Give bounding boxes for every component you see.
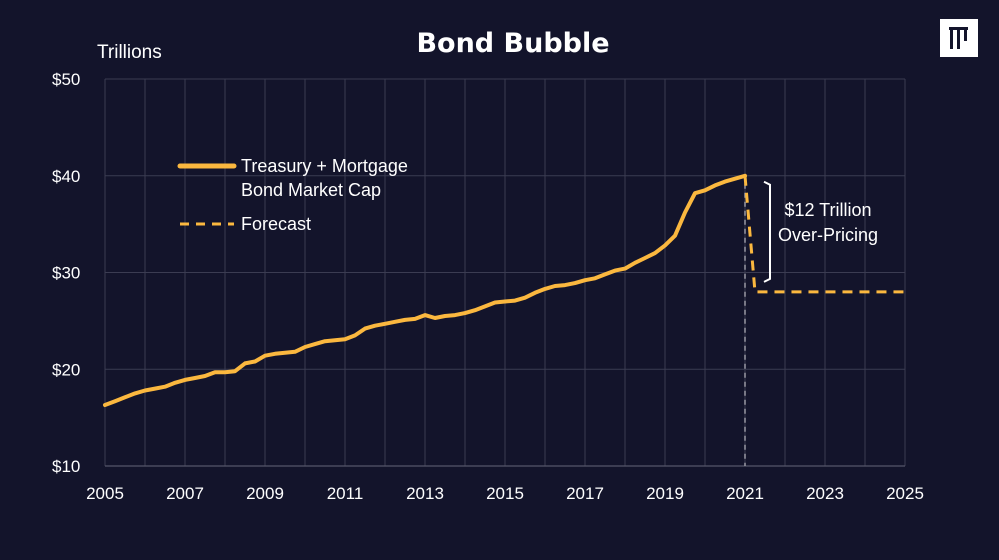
chart-title: Bond Bubble bbox=[416, 28, 609, 59]
legend-label-market-cap: Bond Market Cap bbox=[241, 180, 381, 200]
y-tick-label: $40 bbox=[52, 167, 80, 186]
x-tick-label: 2013 bbox=[406, 484, 444, 503]
legend-label-forecast: Forecast bbox=[241, 214, 311, 234]
x-tick-label: 2025 bbox=[886, 484, 924, 503]
y-tick-label: $30 bbox=[52, 264, 80, 283]
x-tick-label: 2005 bbox=[86, 484, 124, 503]
y-tick-label: $50 bbox=[52, 70, 80, 89]
x-tick-label: 2019 bbox=[646, 484, 684, 503]
x-tick-label: 2015 bbox=[486, 484, 524, 503]
annotation-bracket bbox=[763, 180, 771, 283]
annotation-text: Over-Pricing bbox=[778, 225, 878, 245]
x-tick-label: 2009 bbox=[246, 484, 284, 503]
x-tick-label: 2023 bbox=[806, 484, 844, 503]
legend-label-market-cap: Treasury + Mortgage bbox=[241, 156, 408, 176]
market-cap-series-line bbox=[103, 173, 747, 407]
x-tick-label: 2011 bbox=[327, 484, 364, 503]
x-tick-label: 2017 bbox=[566, 484, 604, 503]
y-tick-label: $10 bbox=[52, 457, 80, 476]
forecast-series-line bbox=[743, 175, 905, 294]
y-axis-unit-label: Trillions bbox=[97, 42, 162, 63]
x-tick-label: 2007 bbox=[166, 484, 204, 503]
bars-logo-icon bbox=[940, 19, 978, 57]
annotation-text: $12 Trillion bbox=[784, 200, 871, 220]
x-tick-label: 2021 bbox=[726, 484, 764, 503]
y-tick-label: $20 bbox=[52, 360, 80, 379]
